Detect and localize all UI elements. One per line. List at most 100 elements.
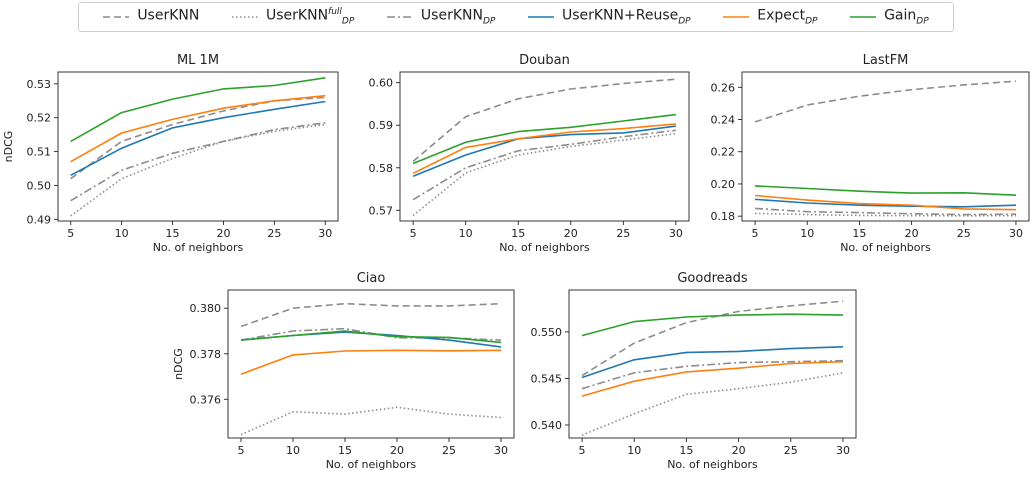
x-tick-label: 10 — [627, 444, 641, 457]
x-tick-label: 30 — [669, 227, 683, 240]
x-tick-label: 30 — [494, 444, 508, 457]
series-line-userknn_full — [412, 132, 676, 217]
x-tick-label: 25 — [442, 444, 456, 457]
x-tick-label: 15 — [852, 227, 866, 240]
x-tick-label: 25 — [616, 227, 630, 240]
plot-frame — [227, 289, 515, 439]
series-line-userknn — [412, 78, 676, 163]
legend-swatch-userknn-dp — [386, 16, 413, 18]
y-tick-label: 0.376 — [190, 393, 222, 406]
series-line-expect — [754, 194, 1017, 211]
y-tick-label: 0.59 — [369, 119, 394, 132]
series-line-userknn_dp — [581, 359, 844, 390]
x-tick-label: 5 — [579, 444, 586, 457]
series-line-userknn_full — [240, 406, 502, 436]
legend-swatch-userknn-full — [232, 16, 258, 18]
series-line-userknn — [581, 300, 844, 377]
legend-swatch-userknn — [103, 16, 130, 18]
x-tick-label: 10 — [115, 227, 129, 240]
legend-swatch-gain — [850, 16, 877, 18]
y-tick-label: 0.49 — [27, 213, 52, 226]
series-line-gain — [240, 330, 502, 344]
chart-panel-3: 5 10 15 20 25 30 0.376 0.378 0.380 Ciao No. of nei… — [172, 271, 515, 471]
legend-item-expect: ExpectDP — [723, 7, 817, 27]
series-line-reuse — [581, 346, 844, 379]
legend-label: UserKNN+ReuseDP — [561, 7, 691, 27]
plot-frame — [399, 71, 690, 222]
series-line-expect — [70, 94, 326, 163]
chart-title: Douban — [519, 53, 570, 68]
x-tick-label: 25 — [784, 444, 798, 457]
y-tick-label: 0.60 — [369, 77, 394, 90]
y-tick-label: 0.52 — [27, 112, 52, 125]
x-axis-label: No. of neighbors — [840, 241, 931, 254]
series-line-userknn_dp — [70, 122, 326, 202]
legend: UserKNN UserKNNfullDP UserKNNDP UserKNN+… — [78, 2, 954, 32]
x-tick-label: 5 — [752, 227, 759, 240]
y-tick-label: 0.540 — [531, 419, 563, 432]
x-tick-label: 10 — [286, 444, 300, 457]
x-tick-label: 30 — [1009, 227, 1023, 240]
x-axis-label: No. of neighbors — [153, 241, 244, 254]
legend-swatch-reuse — [527, 16, 554, 18]
x-tick-label: 10 — [459, 227, 473, 240]
series-line-userknn — [240, 302, 502, 328]
chart-title: Goodreads — [677, 271, 748, 286]
plot-frame — [568, 289, 857, 439]
series-line-userknn_dp — [412, 129, 676, 201]
series-line-gain — [754, 185, 1017, 196]
series-line-userknn_full — [70, 123, 326, 217]
chart-panel-0: 5 10 15 20 25 30 0.49 0.50 0.51 0.52 0.53 ML 1M No. … — [2, 53, 339, 254]
legend-item-userknn-dp: UserKNNDP — [386, 7, 496, 27]
series-line-gain — [412, 113, 676, 165]
x-tick-label: 15 — [679, 444, 693, 457]
legend-item-userknn: UserKNN — [103, 7, 199, 26]
series-line-reuse — [412, 125, 677, 178]
legend-item-gain: GainDP — [850, 7, 929, 27]
y-tick-label: 0.26 — [711, 81, 736, 94]
chart-panel-1: 5 10 15 20 25 30 0.57 0.58 0.59 0.60 Douban No. of … — [369, 53, 690, 254]
legend-item-reuse: UserKNN+ReuseDP — [527, 7, 691, 27]
legend-swatch-expect — [723, 16, 750, 18]
y-tick-label: 0.20 — [711, 178, 736, 191]
chart-title: LastFM — [863, 53, 909, 68]
x-tick-label: 15 — [166, 227, 180, 240]
legend-label: GainDP — [884, 7, 929, 27]
y-axis-label: nDCG — [2, 131, 15, 163]
series-line-expect — [412, 123, 676, 175]
x-tick-label: 5 — [410, 227, 417, 240]
x-axis-label: No. of neighbors — [326, 458, 417, 471]
y-tick-label: 0.57 — [369, 204, 394, 217]
y-tick-label: 0.545 — [531, 372, 563, 385]
y-axis-label: nDCG — [172, 348, 185, 380]
chart-panel-4: 5 10 15 20 25 30 0.540 0.545 0.550 Goodreads No. o… — [531, 271, 857, 471]
series-line-gain — [70, 77, 326, 143]
plot-frame — [57, 71, 339, 222]
series-line-expect — [581, 360, 844, 397]
x-tick-label: 5 — [238, 444, 245, 457]
x-tick-label: 20 — [732, 444, 746, 457]
y-tick-label: 0.58 — [369, 162, 394, 175]
series-line-reuse — [70, 100, 326, 177]
y-tick-label: 0.53 — [27, 78, 52, 91]
x-tick-label: 20 — [390, 444, 404, 457]
chart-panel-2: 5 10 15 20 25 30 0.18 0.20 0.22 0.24 0.26 LastFM No.… — [711, 53, 1030, 254]
legend-label: UserKNNfullDP — [266, 7, 355, 27]
x-tick-label: 25 — [957, 227, 971, 240]
legend-label: UserKNNDP — [420, 7, 496, 27]
series-line-reuse — [754, 198, 1017, 208]
series-line-userknn_full — [581, 372, 844, 436]
x-tick-label: 15 — [338, 444, 352, 457]
y-tick-label: 0.51 — [27, 146, 52, 159]
x-tick-label: 20 — [905, 227, 919, 240]
plot-frame — [741, 71, 1030, 222]
series-line-userknn_dp — [754, 207, 1017, 216]
x-tick-label: 5 — [67, 227, 74, 240]
x-tick-label: 20 — [564, 227, 578, 240]
series-line-userknn — [70, 96, 326, 180]
chart-title: Ciao — [357, 271, 386, 286]
x-axis-label: No. of neighbors — [499, 241, 590, 254]
y-tick-label: 0.550 — [531, 326, 563, 339]
y-tick-label: 0.50 — [27, 179, 52, 192]
